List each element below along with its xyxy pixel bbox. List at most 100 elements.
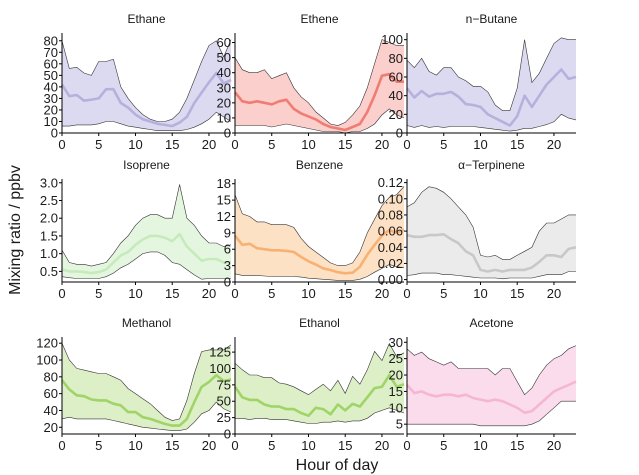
y-tick-label: 0 [224, 275, 231, 290]
upper-bound-line [61, 39, 232, 122]
y-tick-label: 18 [217, 176, 231, 191]
x-tick-label: 5 [268, 137, 275, 152]
y-tick-label: 2.0 [40, 211, 58, 226]
y-tick-label: 60 [389, 70, 403, 85]
x-tick-label: 10 [128, 286, 142, 301]
y-tick-label: 100 [381, 32, 403, 47]
panel-title: Benzene [296, 158, 344, 172]
panel-title: Acetone [469, 316, 513, 330]
lower-bound-line [61, 251, 231, 280]
upper-bound-line [406, 37, 576, 111]
x-tick-label: 15 [338, 438, 352, 453]
y-tick-label: 0.04 [378, 240, 403, 255]
x-tick-label: 20 [202, 286, 216, 301]
upper-bound-line [234, 186, 405, 266]
x-tick-label: 15 [338, 137, 352, 152]
x-tick-label: 5 [95, 286, 102, 301]
x-tick-label: 20 [375, 286, 389, 301]
x-tick-label: 15 [510, 137, 524, 152]
y-tick-label: 20 [44, 420, 58, 435]
y-tick-label: 40 [217, 65, 231, 80]
y-tick-label: 0.08 [378, 207, 403, 222]
y-tick-label: 80 [44, 369, 58, 384]
upper-bound-line [61, 343, 232, 421]
y-tick-label: 20 [217, 95, 231, 110]
x-tick-label: 10 [128, 137, 142, 152]
lower-bound-line [235, 407, 405, 424]
panel-terpinene: α−Terpinene 0.000.020.040.06 0.080.100.12 0… [378, 158, 577, 301]
lower-bound-line [62, 111, 232, 131]
y-tick-label: 0 [396, 126, 403, 141]
panel-isoprene: Isoprene 0.5 1.0 1.5 2.0 2.5 3.0 0 5 10 15 20 [40, 158, 232, 301]
y-tick-label: 9 [224, 225, 231, 240]
x-tick-label: 10 [301, 137, 315, 152]
y-tick-label: 80 [389, 51, 403, 66]
panel-title: Methanol [122, 316, 171, 330]
panel-title: Ethanol [299, 316, 340, 330]
x-tick-label: 0 [58, 286, 65, 301]
range-band [62, 39, 231, 131]
y-tick-label: 3 [224, 258, 231, 273]
y-tick-label: 1.5 [40, 228, 58, 243]
panel-title: n−Butane [466, 12, 518, 26]
x-tick-label: 5 [95, 438, 102, 453]
x-tick-label: 10 [301, 286, 315, 301]
x-tick-label: 20 [202, 137, 216, 152]
x-tick-label: 10 [473, 438, 487, 453]
lower-bound-line [235, 108, 405, 134]
x-tick-label: 15 [338, 286, 352, 301]
y-tick-label: 0.5 [40, 264, 58, 279]
y-tick-label: 15 [217, 193, 231, 208]
x-tick-label: 20 [547, 137, 561, 152]
median-line [233, 228, 405, 275]
y-tick-label: 120 [36, 336, 58, 351]
y-tick-label: 0 [51, 126, 58, 141]
range-band [407, 186, 576, 279]
y-tick-label: 50 [217, 394, 231, 409]
y-tick-label: 15 [389, 384, 403, 399]
y-tick-label: 70 [44, 45, 58, 60]
upper-bound-line [406, 186, 576, 260]
x-tick-label: 20 [547, 438, 561, 453]
y-tick-label: 20 [389, 107, 403, 122]
y-tick-label: 3.0 [40, 175, 58, 190]
x-tick-label: 0 [58, 137, 65, 152]
y-tick-label: 0.02 [378, 256, 403, 271]
x-tick-label: 5 [95, 137, 102, 152]
x-tick-label: 0 [231, 286, 238, 301]
x-tick-label: 5 [440, 438, 447, 453]
y-tick-label: 40 [44, 79, 58, 94]
y-tick-label: 50 [217, 50, 231, 65]
x-tick-label: 0 [403, 438, 410, 453]
x-tick-label: 10 [128, 438, 142, 453]
median-line [406, 380, 577, 414]
y-tick-label: 60 [44, 386, 58, 401]
lower-bound-line [407, 400, 576, 427]
x-axis-label: Hour of day [296, 457, 379, 474]
y-tick-label: 30 [44, 91, 58, 106]
y-tick-label: 100 [36, 353, 58, 368]
y-tick-label: 0.00 [378, 272, 403, 287]
range-band [235, 39, 404, 133]
x-tick-label: 20 [375, 137, 389, 152]
x-tick-label: 20 [547, 286, 561, 301]
y-tick-label: 40 [389, 88, 403, 103]
x-tick-label: 5 [440, 137, 447, 152]
range-band [62, 184, 231, 280]
y-tick-label: 0.06 [378, 224, 403, 239]
y-tick-label: 0 [224, 126, 231, 141]
y-tick-label: 25 [389, 351, 403, 366]
x-tick-label: 10 [473, 286, 487, 301]
median-line [405, 68, 577, 127]
median-line [60, 373, 232, 427]
x-tick-label: 10 [473, 137, 487, 152]
x-tick-label: 15 [510, 438, 524, 453]
y-tick-label: 50 [44, 68, 58, 83]
range-band [407, 345, 576, 426]
y-tick-label: 40 [44, 403, 58, 418]
